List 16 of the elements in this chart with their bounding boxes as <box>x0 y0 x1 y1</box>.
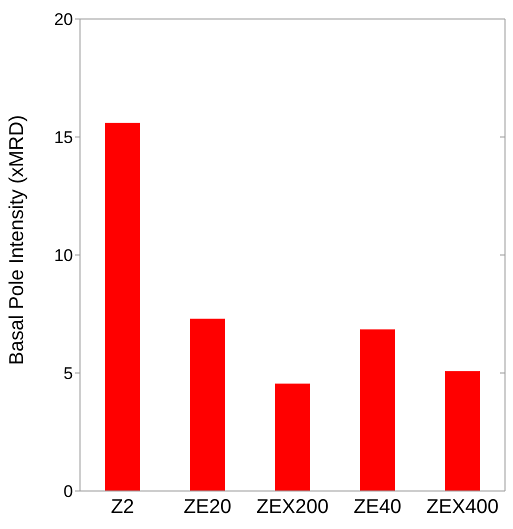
x-tick-label: ZEX400 <box>426 496 499 518</box>
y-tick-label: 0 <box>64 482 73 502</box>
x-tick-label: ZE20 <box>184 496 232 518</box>
y-tick-label: 20 <box>54 10 73 30</box>
y-axis-title: Basal Pole Intensity (xMRD) <box>6 114 28 365</box>
y-tick-label: 10 <box>54 246 73 266</box>
bar <box>445 371 480 491</box>
x-tick-label: Z2 <box>110 496 134 518</box>
bar <box>105 122 140 491</box>
bar <box>360 329 395 491</box>
y-tick-label: 15 <box>54 128 73 148</box>
x-tick-label: ZE40 <box>354 496 402 518</box>
y-tick-label: 5 <box>64 364 73 384</box>
x-tick-label: ZEX200 <box>256 496 329 518</box>
bar <box>190 318 225 491</box>
bar <box>275 384 310 491</box>
